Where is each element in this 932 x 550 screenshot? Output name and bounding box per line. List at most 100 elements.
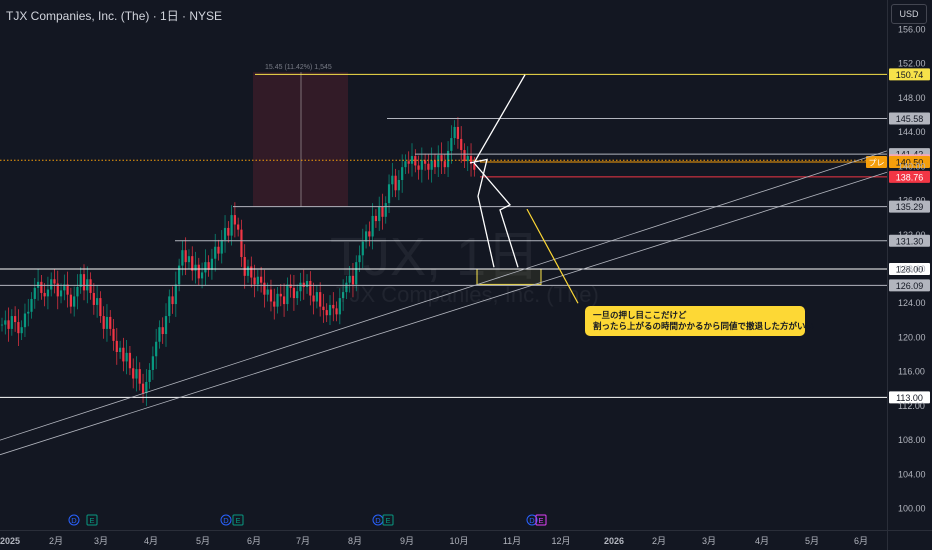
zigzag-path-1 <box>469 158 495 268</box>
candle-body <box>214 246 217 259</box>
candle-body <box>135 369 138 379</box>
candle-body <box>92 292 95 305</box>
candle-body <box>200 272 204 279</box>
level-tag-label: 140.50 <box>896 158 924 168</box>
candle-body <box>273 301 276 307</box>
y-tick-label: 140.00 <box>898 161 926 171</box>
annotation-line-1: 一旦の押し目ここだけど <box>593 310 687 320</box>
candle-body <box>237 224 240 230</box>
candle-body <box>391 175 394 185</box>
candle-body <box>361 241 364 256</box>
candle-body <box>263 282 266 295</box>
event-marker-letter: E <box>235 516 240 525</box>
candle-body <box>112 328 115 341</box>
candle-body <box>292 287 296 299</box>
earnings-marker <box>232 514 244 526</box>
candle-body <box>53 279 56 284</box>
candle-body <box>27 311 30 314</box>
candle-body <box>30 298 33 312</box>
event-marker-letter: D <box>529 516 535 525</box>
level-tag-label: 145.58 <box>896 114 924 124</box>
candle-body <box>440 155 443 162</box>
annotation-line-2: 割ったら上がるの時間かかるから同値で撤退した方がいい <box>593 321 815 331</box>
candle-body <box>325 310 328 316</box>
candle-body <box>342 292 345 299</box>
candle-body <box>286 284 289 305</box>
candles <box>0 117 476 406</box>
candle-body <box>348 275 351 283</box>
candle-body <box>197 264 200 279</box>
candle-body <box>161 327 164 335</box>
level-tag <box>889 200 930 213</box>
candle-body <box>463 150 466 162</box>
earnings-marker <box>535 514 547 526</box>
y-tick-label: 116.00 <box>898 367 925 377</box>
event-marker-letter: D <box>223 516 229 525</box>
level-tag-label: 126.09 <box>896 281 924 291</box>
candle-body <box>315 292 318 302</box>
candle-body <box>178 265 181 285</box>
candle-body <box>453 126 456 139</box>
candle-body <box>404 161 407 168</box>
annotation-callout[interactable]: 一旦の押し目ここだけど 割ったら上がるの時間かかるから同値で撤退した方がいい <box>585 306 815 336</box>
candle-body <box>99 298 102 317</box>
y-tick-label: 100.00 <box>898 504 926 514</box>
candle-body <box>374 215 378 222</box>
candle-body <box>345 282 348 293</box>
x-tick-label: 10月 <box>449 536 468 546</box>
candle-body <box>181 250 184 266</box>
candle-body <box>450 138 453 151</box>
upside-arrow <box>473 74 526 164</box>
trend-line-upper <box>0 150 888 441</box>
y-tick-label: 148.00 <box>898 93 926 103</box>
currency-button[interactable]: USD <box>891 4 927 24</box>
candle-body <box>66 284 69 295</box>
candle-body <box>33 287 36 299</box>
candle-body <box>466 156 469 162</box>
candle-body <box>469 156 473 164</box>
earnings-marker <box>86 514 98 526</box>
candle-body <box>420 160 423 170</box>
candle-body <box>86 279 89 291</box>
candle-body <box>335 308 338 315</box>
candle-body <box>332 304 335 309</box>
y-tick-label: 128.00 <box>898 264 926 274</box>
candle-body <box>171 296 174 305</box>
candle-body <box>128 352 132 369</box>
candle-body <box>410 156 414 164</box>
earnings-marker <box>382 514 394 526</box>
candle-body <box>82 274 86 291</box>
horizontal-levels: 150.74145.58141.42140.71140.50プレ138.7613… <box>0 68 930 404</box>
candle-body <box>279 293 282 297</box>
event-marker-letter: D <box>71 516 77 525</box>
candle-body <box>122 347 125 362</box>
candle-body <box>473 163 476 170</box>
candle-body <box>368 231 371 237</box>
x-tick-label: 5月 <box>196 536 210 546</box>
candle-body <box>76 286 79 297</box>
candle-body <box>312 295 315 302</box>
x-tick-label: 2月 <box>652 536 666 546</box>
trend-line-lower <box>0 171 888 456</box>
x-tick-label: 5月 <box>805 536 819 546</box>
level-tag-label: 138.76 <box>896 172 924 182</box>
candle-body <box>397 180 400 191</box>
level-tag <box>889 234 930 247</box>
candle-body <box>138 369 141 384</box>
candle-body <box>299 282 302 292</box>
level-tag <box>889 156 930 169</box>
candle-body <box>125 352 128 362</box>
x-tick-label: 7月 <box>296 536 310 546</box>
candle-body <box>17 322 20 334</box>
candle-body <box>338 298 341 315</box>
candle-body <box>351 275 355 285</box>
x-tick-label: 4月 <box>755 536 769 546</box>
candle-body <box>446 150 450 168</box>
candle-body <box>43 292 46 297</box>
level-tag <box>889 68 930 81</box>
candle-body <box>358 255 361 263</box>
candle-body <box>109 316 112 329</box>
y-axis: 100.00 104.00 108.00 112.00 116.00 120.00 124.… <box>898 24 926 513</box>
y-tick-label: 156.00 <box>898 24 926 34</box>
